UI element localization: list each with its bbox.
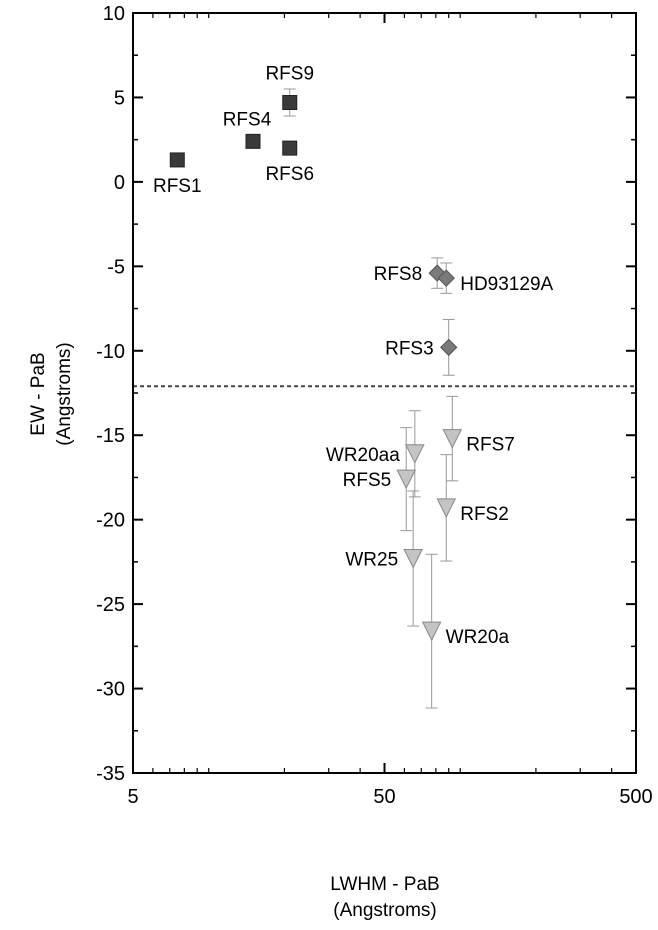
triangle-marker: [405, 444, 425, 464]
y-tick-label: 0: [114, 172, 125, 194]
triangle-marker: [421, 621, 442, 642]
y-tick-label: -10: [96, 341, 125, 363]
data-label: WR20aa: [326, 445, 400, 466]
y-tick-label: 5: [114, 87, 125, 109]
y-tick-label: -20: [96, 510, 125, 532]
triangle-marker: [396, 469, 417, 490]
y-tick-label: -25: [96, 594, 125, 616]
x-tick-label: 500: [619, 786, 652, 808]
data-label: RFS5: [343, 470, 392, 491]
data-label: RFS2: [460, 504, 509, 525]
y-tick-label: -30: [96, 679, 125, 701]
x-axis-title-line1: LWHM - PaB: [330, 874, 439, 895]
data-label: RFS9: [265, 64, 314, 85]
square-marker: [169, 152, 185, 168]
y-axis-title-line1: EW - PaB: [28, 352, 49, 435]
data-label: RFS1: [153, 176, 202, 197]
y-tick-label: -15: [96, 425, 125, 447]
y-tick-label: -35: [96, 763, 125, 785]
data-label: HD93129A: [460, 274, 553, 295]
data-label: WR25: [345, 550, 398, 571]
y-tick-label: 10: [103, 3, 125, 25]
triangle-marker: [403, 549, 423, 569]
diamond-marker: [439, 338, 458, 357]
data-label: RFS6: [265, 164, 314, 185]
x-tick-label: 5: [127, 786, 138, 808]
data-label: RFS4: [223, 109, 272, 130]
x-tick-label: 50: [373, 786, 395, 808]
data-label: WR20a: [446, 627, 510, 648]
y-axis-title-line2: (Angstroms): [54, 342, 75, 445]
data-label: RFS3: [385, 338, 434, 359]
triangle-marker: [436, 498, 457, 518]
square-marker: [282, 140, 298, 156]
data-label: RFS8: [374, 264, 423, 285]
square-marker: [282, 95, 298, 111]
x-axis-title-line2: (Angstroms): [333, 900, 436, 921]
data-label: RFS7: [466, 435, 515, 456]
square-marker: [245, 133, 261, 149]
diamond-marker: [437, 269, 455, 287]
triangle-marker: [442, 429, 463, 449]
y-tick-label: -5: [107, 256, 125, 278]
